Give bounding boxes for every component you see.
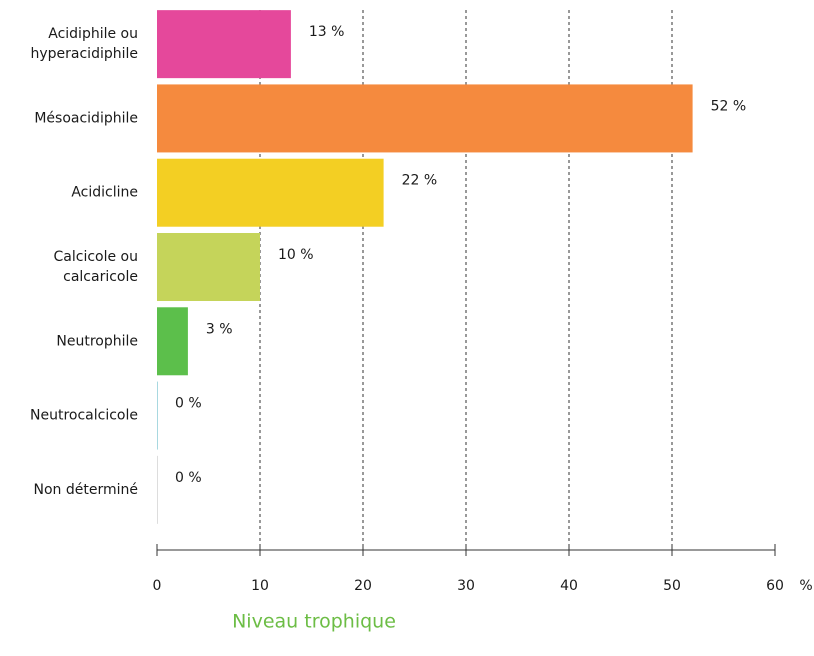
x-tick-label: 50	[663, 578, 681, 594]
x-tick-label: 0	[153, 578, 162, 594]
x-unit: %	[799, 578, 812, 594]
value-label: 0 %	[175, 470, 202, 486]
value-label: 10 %	[278, 247, 314, 263]
bar	[157, 455, 158, 524]
category-label: Non déterminé	[34, 482, 139, 498]
category-label: Neutrophile	[56, 333, 138, 349]
bar	[157, 158, 384, 227]
category-label: Neutrocalcicole	[30, 408, 138, 424]
x-tick-label: 60	[766, 578, 784, 594]
x-tick-label: 30	[457, 578, 475, 594]
category-label: Acidiphile ou hyperacidiphile	[30, 26, 138, 62]
category-label: Calcicole ou calcaricole	[54, 249, 139, 285]
bar	[157, 381, 158, 450]
x-tick-label: 20	[354, 578, 372, 594]
category-label: Mésoacidiphile	[34, 110, 138, 126]
category-label: Acidicline	[71, 185, 138, 201]
value-label: 3 %	[206, 321, 233, 337]
bar	[157, 10, 291, 79]
bar	[157, 233, 260, 301]
chart-title: Niveau trophique	[232, 611, 396, 633]
value-label: 13 %	[309, 24, 345, 40]
value-label: 52 %	[711, 98, 747, 114]
value-label: 0 %	[175, 396, 202, 412]
bar	[157, 307, 188, 376]
x-tick-label: 40	[560, 578, 578, 594]
bar	[157, 84, 693, 153]
x-tick-label: 10	[251, 578, 269, 594]
value-label: 22 %	[402, 173, 438, 189]
